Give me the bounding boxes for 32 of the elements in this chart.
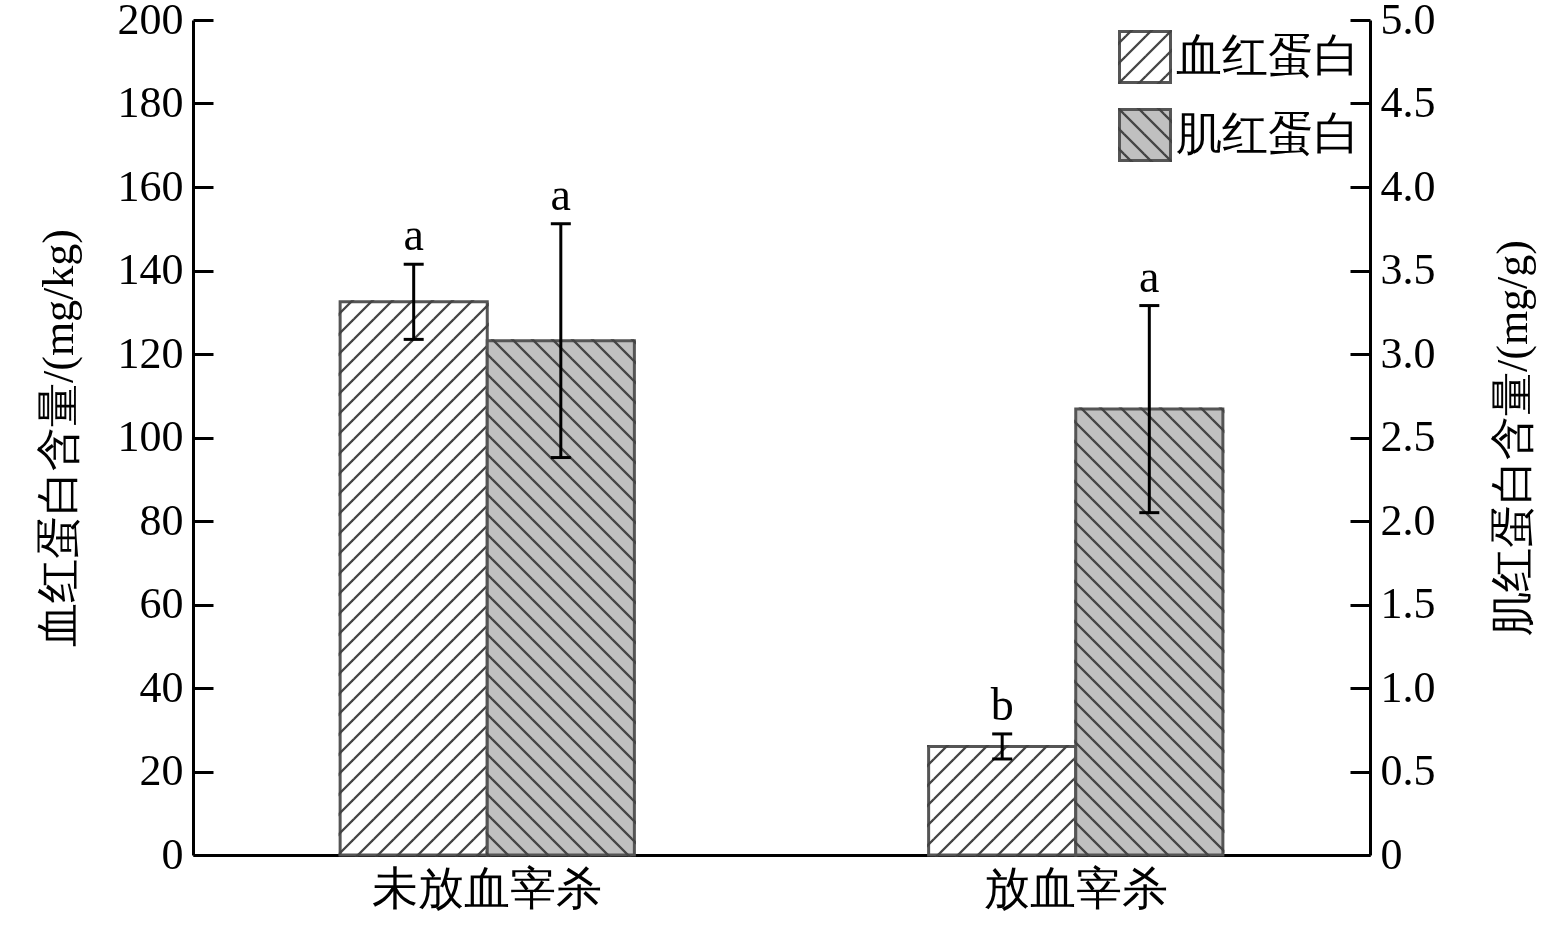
y-tick-label: 60 (139, 579, 184, 628)
y2-tick-label: 1.0 (1380, 662, 1436, 712)
data-label: b (990, 678, 1014, 730)
y-tick-label: 40 (139, 662, 184, 712)
data-label: a (550, 168, 572, 220)
x-tick-label: 未放血宰杀 (372, 862, 603, 914)
y-tick-label: 120 (117, 328, 184, 378)
y2-tick-label: 0.5 (1380, 746, 1436, 795)
y2-tick-label: 5.0 (1380, 0, 1436, 44)
y2-tick-label: 4.5 (1380, 78, 1436, 127)
legend-label: 血红蛋白 (1176, 30, 1360, 81)
y-tick-label: 200 (117, 0, 184, 44)
y2-axis-title: 肌红蛋白含量/(mg/g) (1487, 240, 1537, 636)
y2-tick-label: 2.0 (1380, 495, 1436, 545)
y-tick-label: 100 (117, 412, 184, 461)
y-tick-label: 160 (117, 161, 184, 211)
y-tick-label: 20 (139, 746, 184, 795)
y2-tick-label: 0 (1380, 829, 1403, 879)
legend-label: 肌红蛋白 (1176, 108, 1360, 159)
y-tick-label: 80 (139, 495, 184, 545)
y-tick-label: 140 (117, 245, 184, 294)
data-label: a (1139, 250, 1160, 302)
y-tick-label: 180 (117, 78, 184, 127)
data-label: a (403, 209, 424, 261)
y2-tick-label: 3.0 (1380, 328, 1436, 378)
y-axis-title: 血红蛋白含量/(mg/kg) (33, 229, 83, 647)
y-tick-label: 0 (161, 829, 184, 879)
y2-tick-label: 4.0 (1380, 161, 1436, 211)
x-tick-label: 放血宰杀 (983, 862, 1168, 914)
y2-tick-label: 1.5 (1380, 579, 1436, 628)
y2-tick-label: 2.5 (1380, 412, 1436, 461)
y2-tick-label: 3.5 (1380, 245, 1436, 294)
